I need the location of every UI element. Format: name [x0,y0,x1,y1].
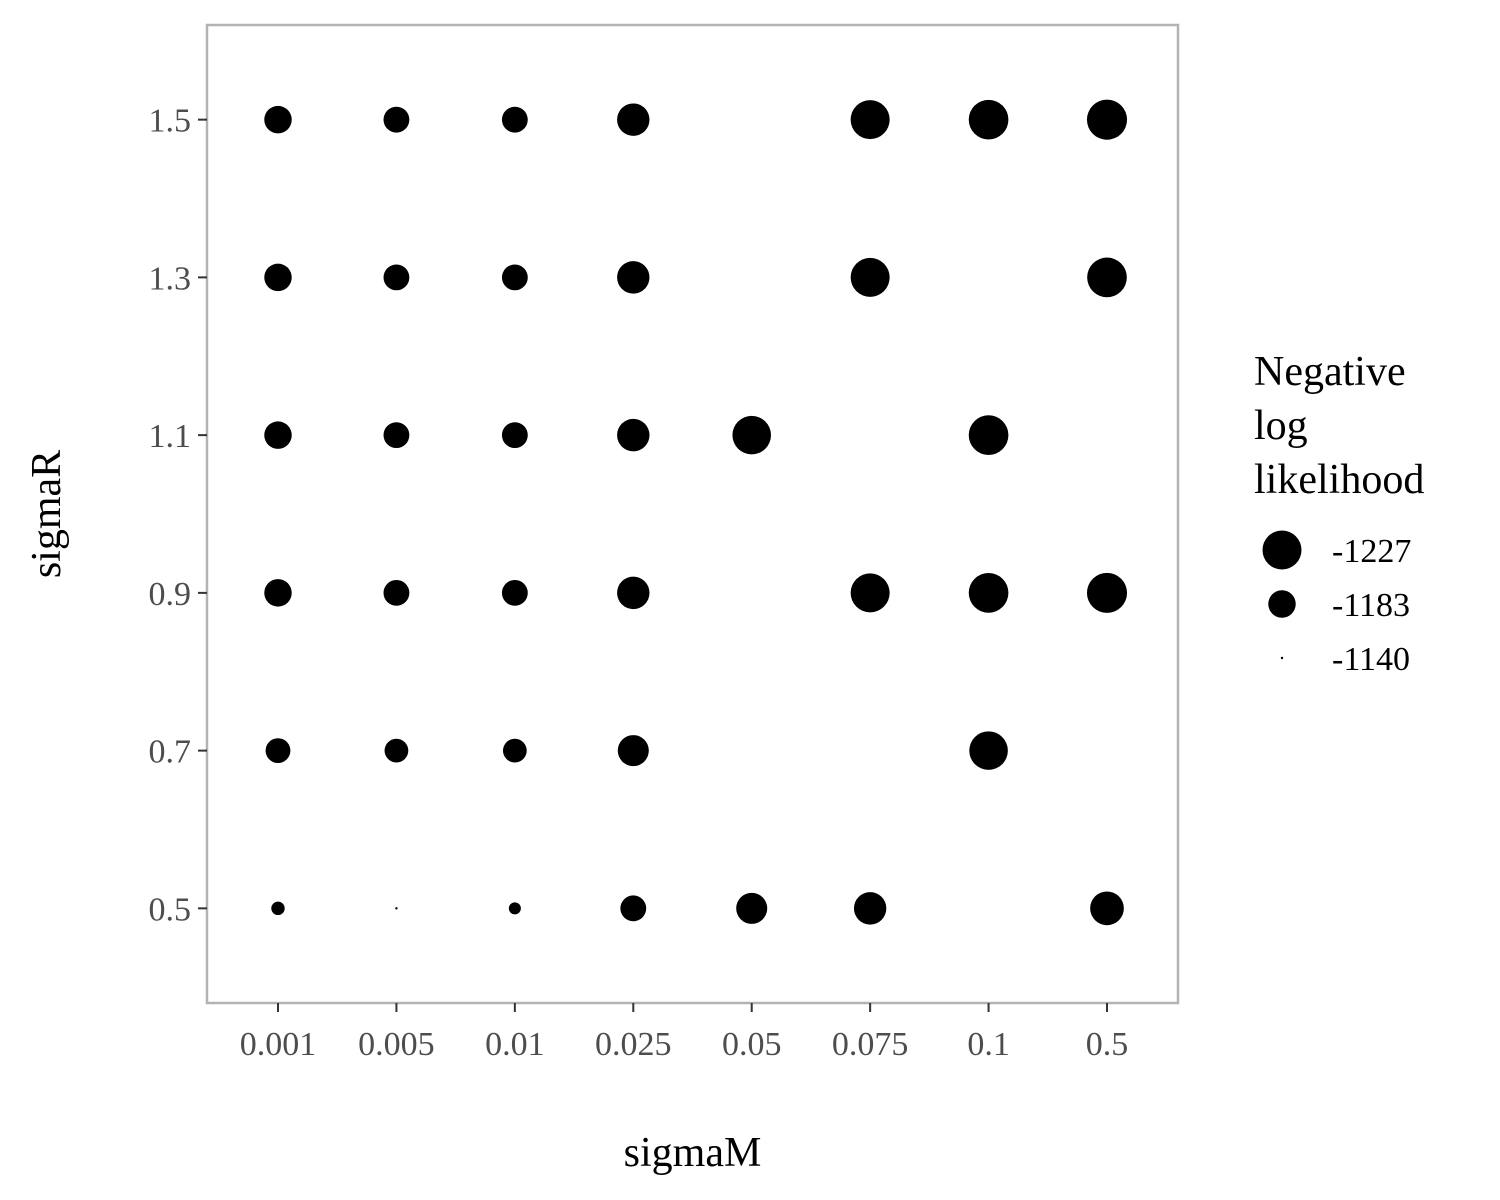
data-point [508,902,521,915]
x-tick-label: 0.001 [240,1026,317,1063]
data-point [617,418,650,452]
data-point [502,738,527,763]
legend-key-label: -1140 [1332,641,1410,678]
y-axis-title: sigmaR [24,450,70,578]
data-point [395,907,398,910]
x-tick-label: 0.05 [722,1026,782,1063]
data-point [264,263,292,292]
legend-key-point [1268,590,1296,618]
data-point [968,99,1009,140]
y-tick-label: 1.5 [149,103,192,140]
data-point [968,573,1009,613]
legend-key-point [1262,530,1302,570]
legend-title-line: Negative [1254,349,1406,395]
legend-title: Negative log likelihood [1254,349,1424,503]
data-point [501,579,528,606]
legend-key-label: -1183 [1332,587,1410,624]
legend-title-line: log [1254,403,1308,449]
size-legend: Negative log likelihood -1227 -1183 -1140 [1254,349,1424,678]
data-point [969,731,1008,770]
x-axis-title: sigmaM [624,1130,762,1176]
data-point [850,257,890,297]
x-tick-label: 0.1 [967,1026,1010,1063]
x-axis-ticks: 0.001 0.005 0.01 0.025 0.05 0.075 0.1 0.5 [240,1003,1129,1063]
data-point [617,576,650,610]
data-point [501,106,528,133]
data-point [617,261,650,294]
data-point [850,100,890,140]
y-tick-label: 1.3 [149,260,192,297]
data-point [1086,99,1128,140]
x-tick-label: 0.01 [485,1026,545,1063]
x-tick-label: 0.075 [832,1026,909,1063]
x-tick-label: 0.025 [595,1026,672,1063]
data-point [383,264,410,291]
y-tick-label: 0.9 [149,576,192,613]
legend-key-point [1280,656,1284,660]
data-point [264,421,292,449]
data-point [383,106,410,133]
data-point [617,103,650,136]
data-point [501,422,528,449]
data-points [264,99,1128,926]
y-tick-label: 0.7 [149,734,192,771]
data-point [732,415,771,455]
data-point [384,738,409,763]
data-point [265,738,291,764]
data-point [853,892,887,925]
y-tick-label: 1.1 [149,418,192,455]
x-tick-label: 0.5 [1086,1026,1129,1063]
data-point [383,422,410,449]
y-tick-label: 0.5 [149,891,192,928]
data-point [620,895,647,922]
x-tick-label: 0.005 [358,1026,435,1063]
legend-keys: -1227 -1183 -1140 [1262,530,1411,678]
data-point [264,579,292,607]
data-point [501,264,528,291]
data-point [264,105,292,134]
data-point [383,579,410,606]
data-point [271,901,285,916]
y-axis-ticks: 0.5 0.7 0.9 1.1 1.3 1.5 [149,103,207,928]
legend-key-label: -1227 [1332,533,1411,570]
data-point [617,735,649,767]
data-point [736,892,768,924]
data-point [1086,572,1128,613]
plot-panel [205,23,1180,1005]
data-point [1090,891,1124,926]
data-point [1087,257,1127,298]
data-point [850,573,890,613]
data-point [968,415,1009,455]
legend-title-line: likelihood [1254,457,1424,503]
